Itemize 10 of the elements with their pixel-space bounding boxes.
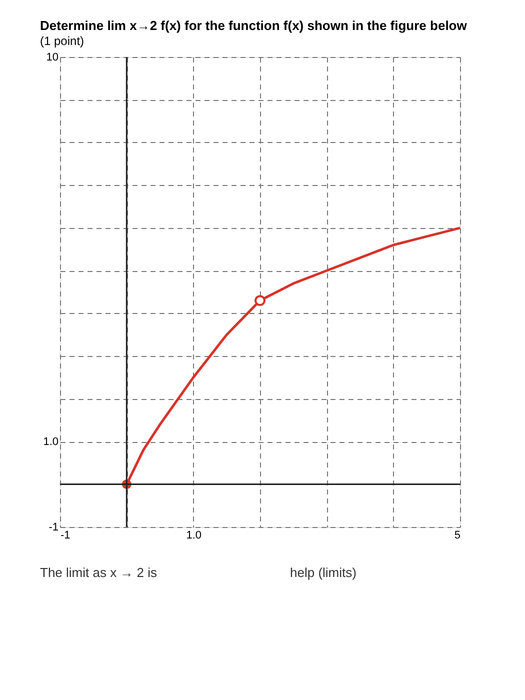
chart-subtitle: (1 point) [40,34,84,48]
text: help (limits) [290,565,356,580]
x-tick-label: -1 [60,530,70,542]
x-tick-label: 5 [454,530,460,542]
y-tick-label: -1 [48,522,58,534]
y-tick-label: 1.0 [43,436,58,448]
x-tick-label: 1.0 [186,530,202,542]
chart-title: Determine lim x→2 f(x) for the function f(x) shown in the figure below [40,18,468,33]
text: The limit as x → 2 is [40,565,158,580]
y-tick-label: 10 [46,52,58,64]
